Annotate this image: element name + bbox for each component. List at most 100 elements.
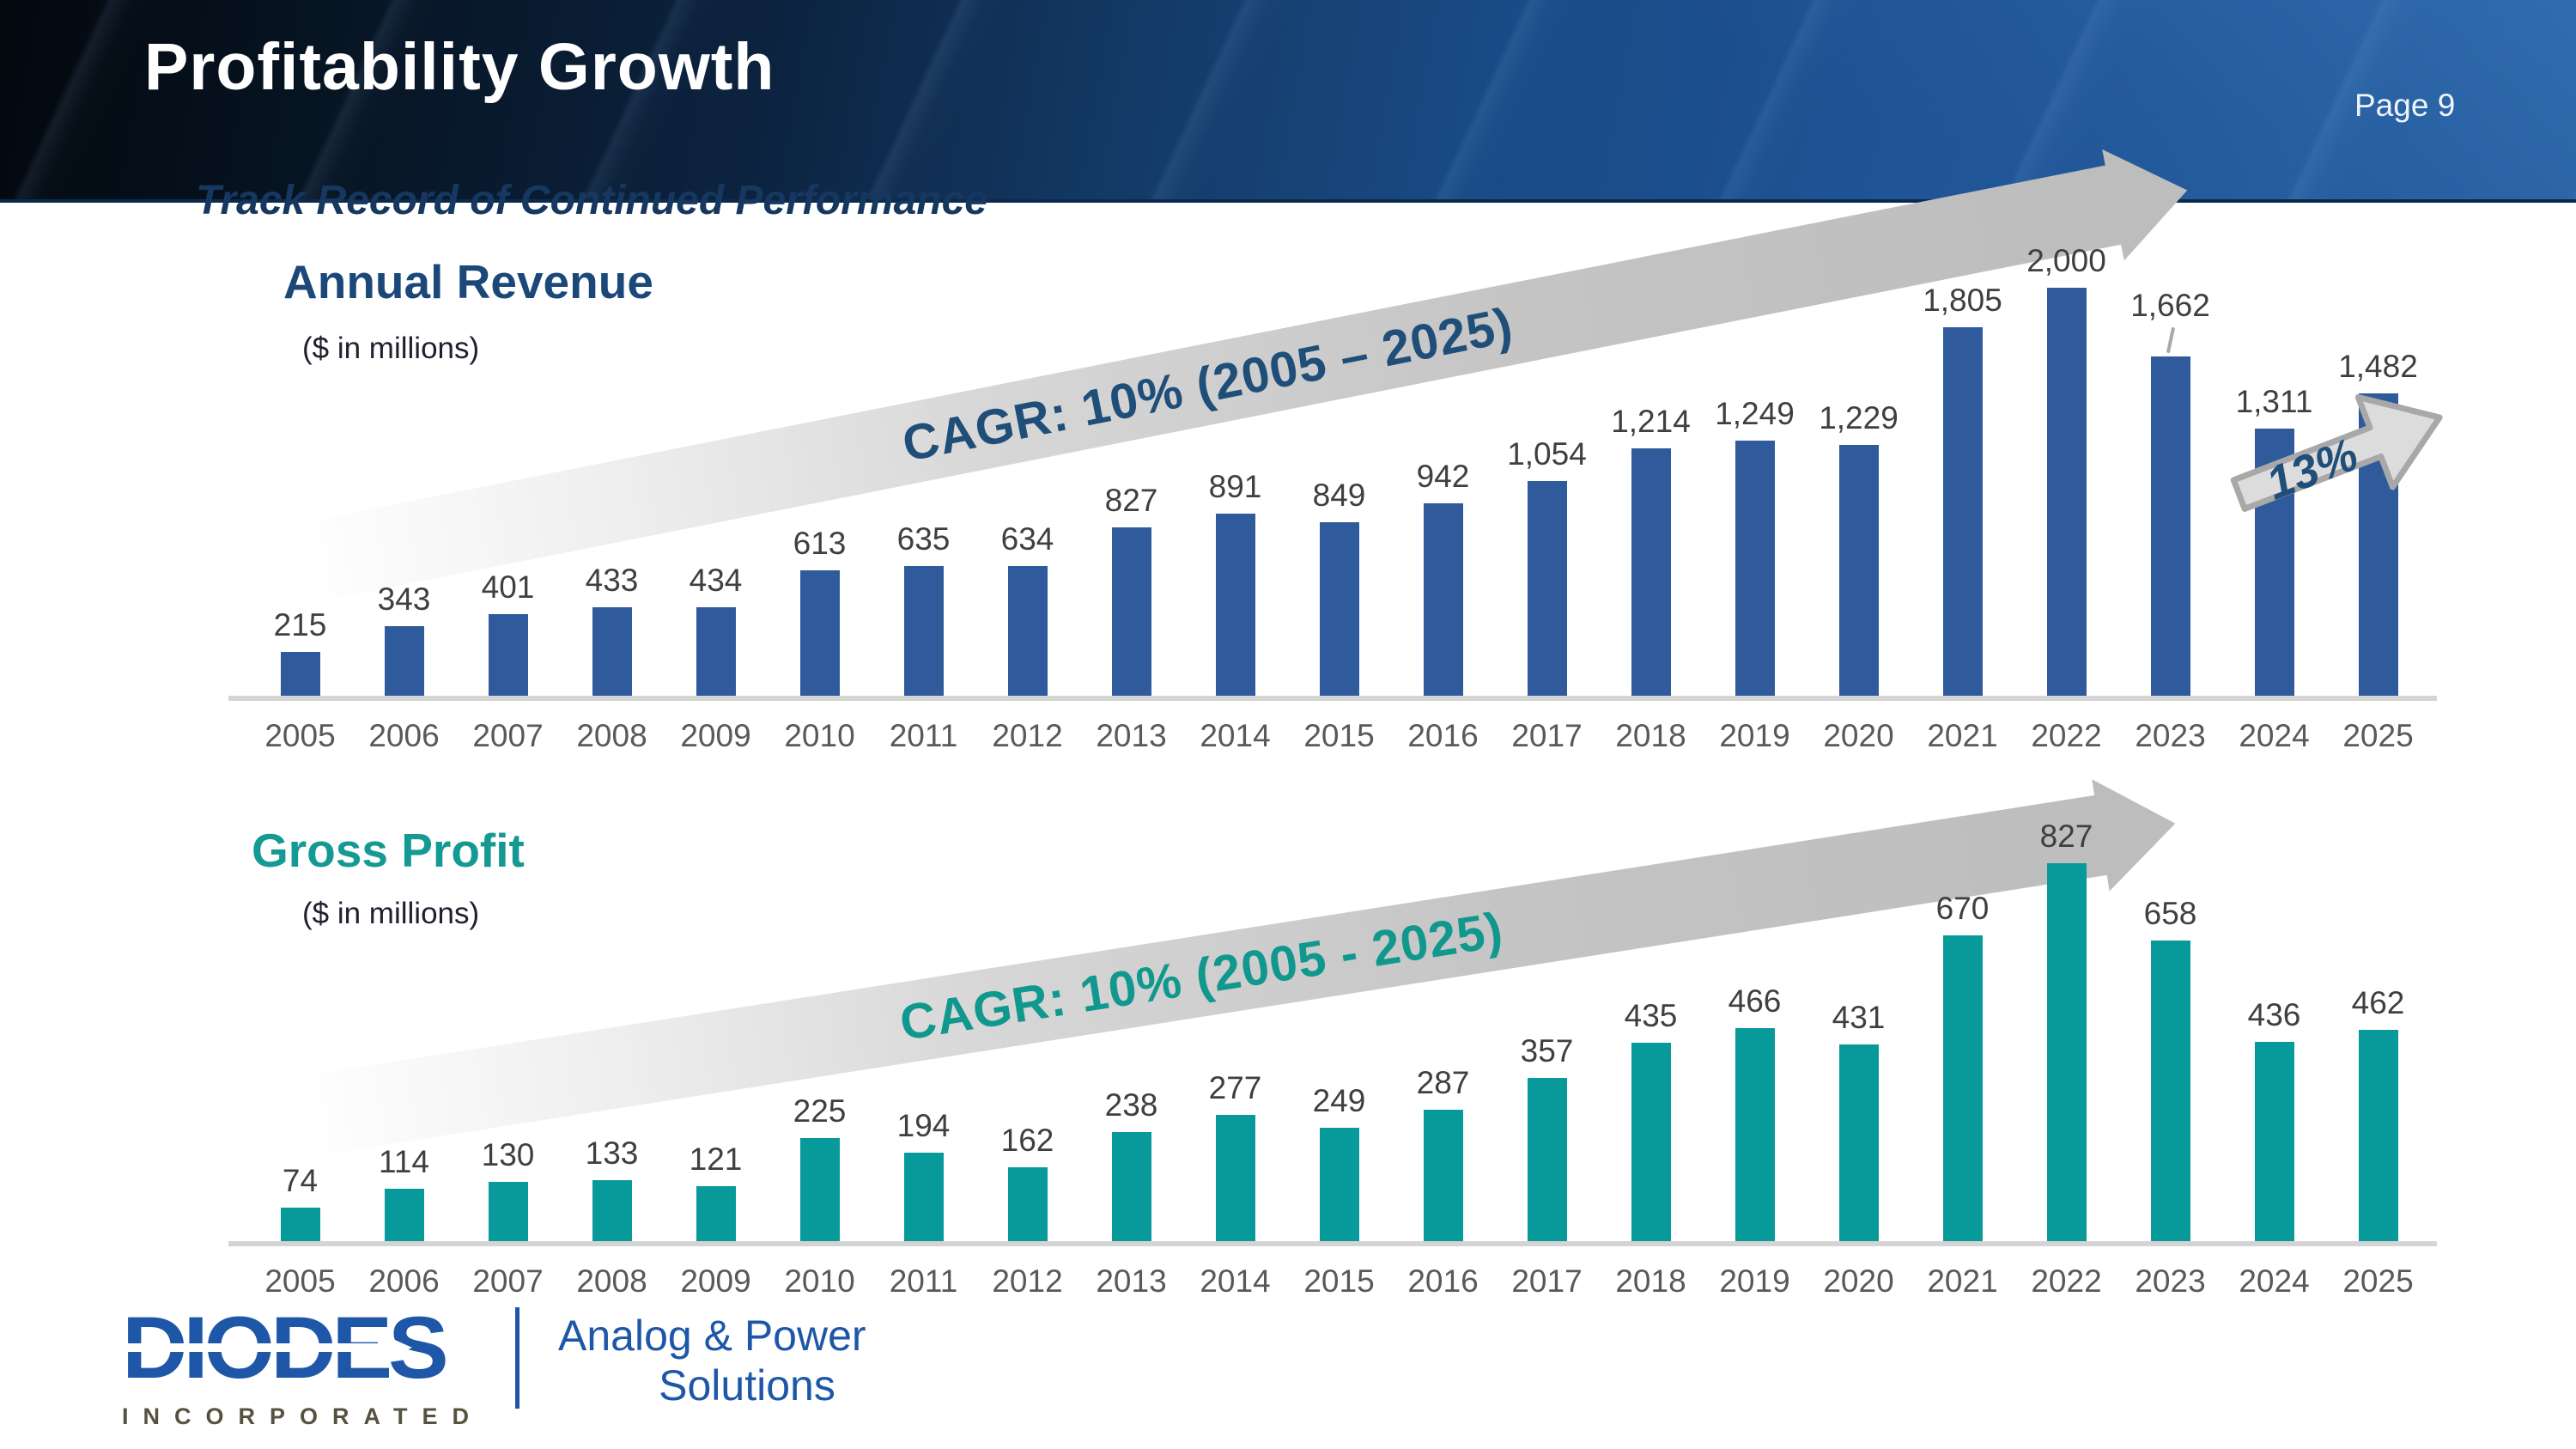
year-label: 2025 [2342,718,2414,753]
bar-value-label: 1,214 [1611,404,1691,439]
year-label: 2016 [1407,718,1479,753]
bar-slot: 194 [872,1108,975,1241]
bar-slot: 634 [975,521,1079,696]
bar [1735,441,1775,696]
year-label: 2018 [1615,718,1686,753]
bar [1111,527,1151,696]
bar-value-label: 225 [793,1093,847,1129]
bar-slot: 658 [2118,896,2222,1241]
year-label: 2016 [1407,1263,1479,1299]
revenue-year-labels: 2005 2006 2007 2008 2009 2010 2011 2012 2013 2014… [248,718,2430,754]
bar-value-label: 343 [377,581,431,617]
bar-value-label: 130 [481,1137,535,1172]
bar-value-label: 2,000 [2026,243,2106,278]
bar-value-label: 1,229 [1819,400,1899,435]
bar [799,1138,840,1241]
bar [280,652,320,696]
bar-value-label: 121 [689,1142,743,1177]
gross-profit-units-label: ($ in millions) [302,897,480,930]
bar-value-label: 162 [1000,1123,1054,1158]
bar [1942,935,1983,1241]
bar-value-label: 431 [1832,1000,1886,1035]
bar [1527,1078,1567,1241]
bar-slot: 435 [1599,998,1703,1241]
bar-slot: 1,249 [1703,396,1807,696]
bar-value-label: 635 [896,521,951,557]
bar-value-label: 74 [282,1163,319,1198]
bar-slot: 114 [352,1144,456,1241]
bar-slot: 277 [1183,1070,1287,1241]
bar [1631,1043,1671,1241]
bar [488,614,528,696]
bar-value-label: 433 [585,563,639,598]
year-label: 2019 [1719,718,1790,753]
bar [1319,1128,1359,1241]
arrow-shape-icon [2230,393,2443,512]
bar-slot: 357 [1495,1033,1599,1241]
year-label: 2022 [2031,1263,2102,1299]
bar [280,1208,320,1241]
bar-value-label: 1,054 [1507,436,1587,472]
year-label: 2007 [472,718,544,753]
year-label: 2024 [2239,718,2310,753]
logo-arrow-slit [127,1343,380,1352]
bar-slot: 249 [1287,1083,1391,1241]
bar [2046,288,2087,696]
year-label: 2010 [784,1263,855,1299]
year-label: 2023 [2135,1263,2206,1299]
bar-value-label: 194 [896,1108,951,1143]
bar-slot: 436 [2222,997,2326,1241]
bar-value-label: 1,249 [1715,396,1795,431]
bar-value-label: 1,482 [2338,349,2418,384]
bar-slot: 133 [560,1135,664,1241]
slide-title: Profitability Growth [144,30,775,104]
year-label: 2009 [680,718,751,753]
bar [1007,1167,1048,1241]
year-label: 2013 [1096,718,1167,753]
year-label: 2012 [992,718,1063,753]
bar [1631,448,1671,696]
year-label: 2021 [1927,1263,1998,1299]
revenue-bars: 215 343 401 433 434 613 635 634 827 891 849 942 1,05… [248,243,2430,696]
year-label: 2015 [1303,718,1375,753]
bar-slot: 466 [1703,983,1807,1241]
bar-slot: 121 [664,1142,768,1241]
bar-value-label: 891 [1208,469,1262,504]
bar [799,570,840,696]
bar-value-label: 1,805 [1923,283,2002,318]
year-label: 2008 [576,718,647,753]
bar [592,1180,632,1241]
bar-value-label: 613 [793,526,847,561]
year-label: 2011 [889,718,958,753]
bar-value-label: 827 [1104,483,1158,518]
year-label: 2015 [1303,1263,1375,1299]
bar-slot: 433 [560,563,664,696]
bar [1007,566,1048,696]
revenue-x-axis [228,696,2437,701]
year-label: 2012 [992,1263,1063,1299]
bar [696,607,736,696]
year-label: 2006 [368,718,440,753]
subtitle: Track Record of Continued Performance [196,178,987,223]
tagline-line1: Analog & Power [558,1312,866,1360]
page-number: Page 9 [2354,88,2456,123]
bar-value-label: 1,311 [2235,384,2313,419]
bar-slot: 849 [1287,478,1391,696]
bar-slot: 942 [1391,459,1495,696]
year-label: 2005 [264,1263,336,1299]
bar [1215,514,1255,696]
bar [384,626,424,696]
bar-slot: 1,054 [1495,436,1599,696]
year-label: 2020 [1823,718,1894,753]
bar [2150,356,2190,696]
bar [1838,1044,1879,1241]
bar-slot: 2,000 [2014,243,2118,696]
bar-slot: 635 [872,521,975,696]
bar [2150,941,2190,1241]
bar [592,607,632,696]
bar-slot: 238 [1079,1087,1183,1241]
bar-value-label: 827 [2039,819,2093,854]
year-label: 2017 [1511,1263,1583,1299]
bar-slot: 130 [456,1137,560,1241]
